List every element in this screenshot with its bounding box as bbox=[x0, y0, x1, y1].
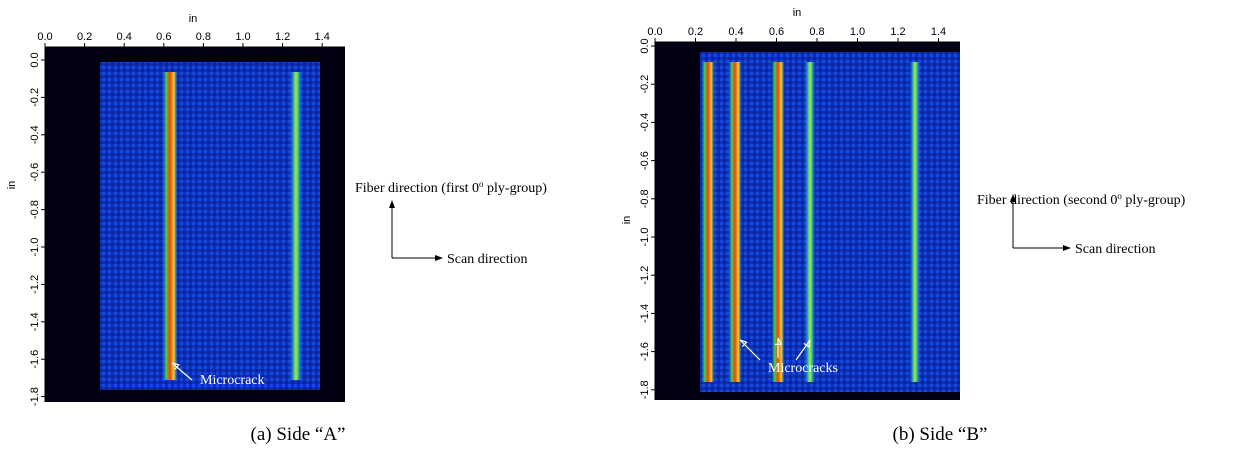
scan-region bbox=[100, 62, 320, 390]
x-tick-label: 1.0 bbox=[850, 26, 865, 38]
annotation-arrowhead bbox=[774, 337, 783, 345]
y-tick-label: -0.4 bbox=[639, 113, 651, 132]
fiber-text-end: ply-group) bbox=[484, 181, 548, 196]
y-tick-label: -1.6 bbox=[639, 342, 651, 361]
scan-direction-label: Scan direction bbox=[1075, 242, 1155, 257]
x-axis-label: in bbox=[189, 13, 198, 25]
y-tick-label: -0.6 bbox=[639, 151, 651, 170]
y-tick-label: -1.4 bbox=[29, 312, 41, 331]
annotation-arrowhead bbox=[171, 362, 180, 370]
fiber-arrowhead bbox=[389, 200, 395, 208]
y-tick-label: -1.2 bbox=[639, 266, 651, 285]
fiber-arrowhead bbox=[1010, 194, 1016, 202]
stripe bbox=[289, 72, 303, 380]
scan-direction-label: Scan direction bbox=[447, 252, 527, 267]
y-tick-label: -1.2 bbox=[29, 275, 41, 294]
stripe bbox=[771, 62, 785, 382]
fiber-text-end: ply-group) bbox=[1122, 193, 1186, 208]
x-tick-label: 0.4 bbox=[728, 26, 743, 38]
x-tick-label: 0.8 bbox=[196, 31, 211, 43]
y-tick-label: -0.8 bbox=[29, 200, 41, 219]
x-tick-label: 0.6 bbox=[156, 31, 171, 43]
y-axis-label: in bbox=[6, 181, 18, 190]
x-tick-label: 1.2 bbox=[275, 31, 290, 43]
y-tick-label: -0.2 bbox=[29, 88, 41, 107]
x-tick-label: 0.2 bbox=[77, 31, 92, 43]
y-tick-label: -1.6 bbox=[29, 350, 41, 369]
y-tick-label: -0.8 bbox=[639, 189, 651, 208]
y-tick-label: -1.8 bbox=[639, 380, 651, 399]
scan-arrowhead bbox=[1063, 245, 1071, 251]
fiber-text: Fiber direction (second 0 bbox=[977, 193, 1117, 208]
annotation: Microcracks bbox=[768, 361, 838, 376]
annotation: Microcrack bbox=[200, 373, 265, 388]
x-tick-label: 0.8 bbox=[809, 26, 824, 38]
annotation-arrowhead bbox=[739, 339, 748, 348]
fiber-sup: o bbox=[479, 179, 484, 189]
y-tick-label: -0.2 bbox=[639, 75, 651, 94]
y-tick-label: -0.4 bbox=[29, 125, 41, 144]
fiber-text: Fiber direction (first 0 bbox=[355, 181, 479, 196]
y-tick-label: -1.4 bbox=[639, 304, 651, 323]
x-tick-label: 0.2 bbox=[688, 26, 703, 38]
y-tick-label: -1.8 bbox=[29, 387, 41, 406]
fiber-direction-label: Fiber direction (first 0o ply-group) bbox=[355, 179, 547, 196]
stripe bbox=[701, 62, 715, 382]
annotation-arrow bbox=[739, 339, 761, 361]
annotation-arrowhead bbox=[803, 339, 811, 348]
stripe bbox=[162, 72, 178, 380]
x-tick-label: 0.6 bbox=[769, 26, 784, 38]
y-tick-label: -1.0 bbox=[639, 228, 651, 247]
stripe bbox=[909, 62, 921, 382]
y-tick-label: -0.6 bbox=[29, 163, 41, 182]
scan-arrowhead bbox=[435, 255, 443, 261]
fiber-direction-label: Fiber direction (second 0o ply-group) bbox=[977, 191, 1186, 208]
x-tick-label: 0.4 bbox=[117, 31, 132, 43]
x-tick-label: 1.2 bbox=[890, 26, 905, 38]
fiber-sup: o bbox=[1117, 191, 1122, 201]
x-tick-label: 0.0 bbox=[647, 26, 662, 38]
y-tick-label: -1.0 bbox=[29, 238, 41, 257]
stripe bbox=[728, 62, 742, 382]
x-tick-label: 1.4 bbox=[931, 26, 946, 38]
y-tick-label: 0.0 bbox=[29, 52, 41, 67]
y-axis-label: in bbox=[621, 216, 633, 225]
x-tick-label: 1.4 bbox=[315, 31, 330, 43]
stripe bbox=[804, 62, 816, 382]
y-tick-label: 0.0 bbox=[639, 38, 651, 53]
x-tick-label: 1.0 bbox=[235, 31, 250, 43]
x-tick-label: 0.0 bbox=[37, 31, 52, 43]
caption: (a) Side “A” bbox=[251, 424, 346, 445]
x-axis-label: in bbox=[793, 7, 802, 19]
annotation-arrow bbox=[171, 362, 193, 381]
annotation-arrow bbox=[795, 339, 811, 361]
caption: (b) Side “B” bbox=[893, 424, 988, 445]
